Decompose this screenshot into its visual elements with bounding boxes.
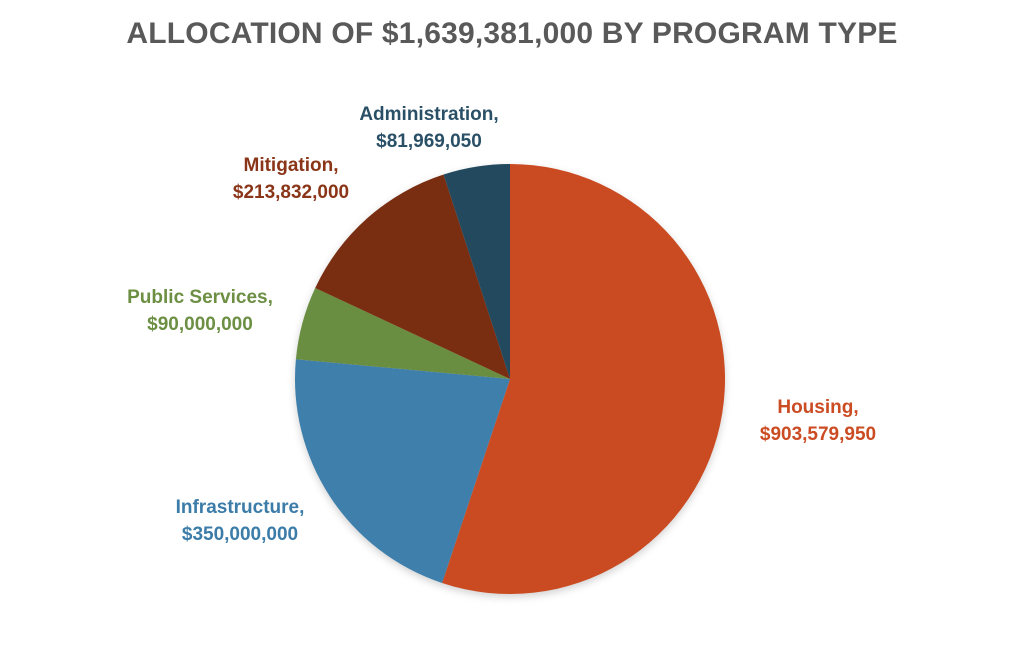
- pie-label-public-services: Public Services, $90,000,000: [105, 284, 295, 338]
- pie-label-public-services-value: $90,000,000: [147, 314, 253, 335]
- pie-label-infrastructure-value: $350,000,000: [181, 524, 299, 545]
- pie-label-mitigation: Mitigation, $213,832,000: [201, 152, 381, 206]
- pie-label-infrastructure: Infrastructure, $350,000,000: [145, 494, 335, 548]
- pie-chart-plot-area: [295, 163, 725, 595]
- pie-label-administration-value: $81,969,050: [376, 131, 482, 152]
- pie-label-housing-name: Housing,: [777, 397, 859, 418]
- pie-slice-infrastructure[interactable]: [295, 359, 510, 583]
- pie-label-administration-name: Administration,: [359, 104, 499, 125]
- pie-slice-public-services[interactable]: [295, 287, 510, 379]
- pie-label-infrastructure-name: Infrastructure,: [175, 497, 305, 518]
- pie-label-administration: Administration, $81,969,050: [339, 101, 519, 155]
- pie-label-mitigation-name: Mitigation,: [243, 155, 339, 176]
- pie-svg: [295, 164, 725, 594]
- pie-slice-administration[interactable]: [443, 164, 510, 379]
- pie-slice-mitigation[interactable]: [315, 174, 510, 379]
- pie-slice-housing[interactable]: [442, 164, 725, 594]
- pie-label-public-services-name: Public Services,: [127, 287, 273, 308]
- pie-label-housing-value: $903,579,950: [759, 424, 877, 445]
- pie-label-housing: Housing, $903,579,950: [728, 394, 908, 448]
- pie-slices: [295, 164, 725, 594]
- pie-label-mitigation-value: $213,832,000: [232, 182, 350, 203]
- chart-title: ALLOCATION OF $1,639,381,000 BY PROGRAM …: [126, 17, 898, 50]
